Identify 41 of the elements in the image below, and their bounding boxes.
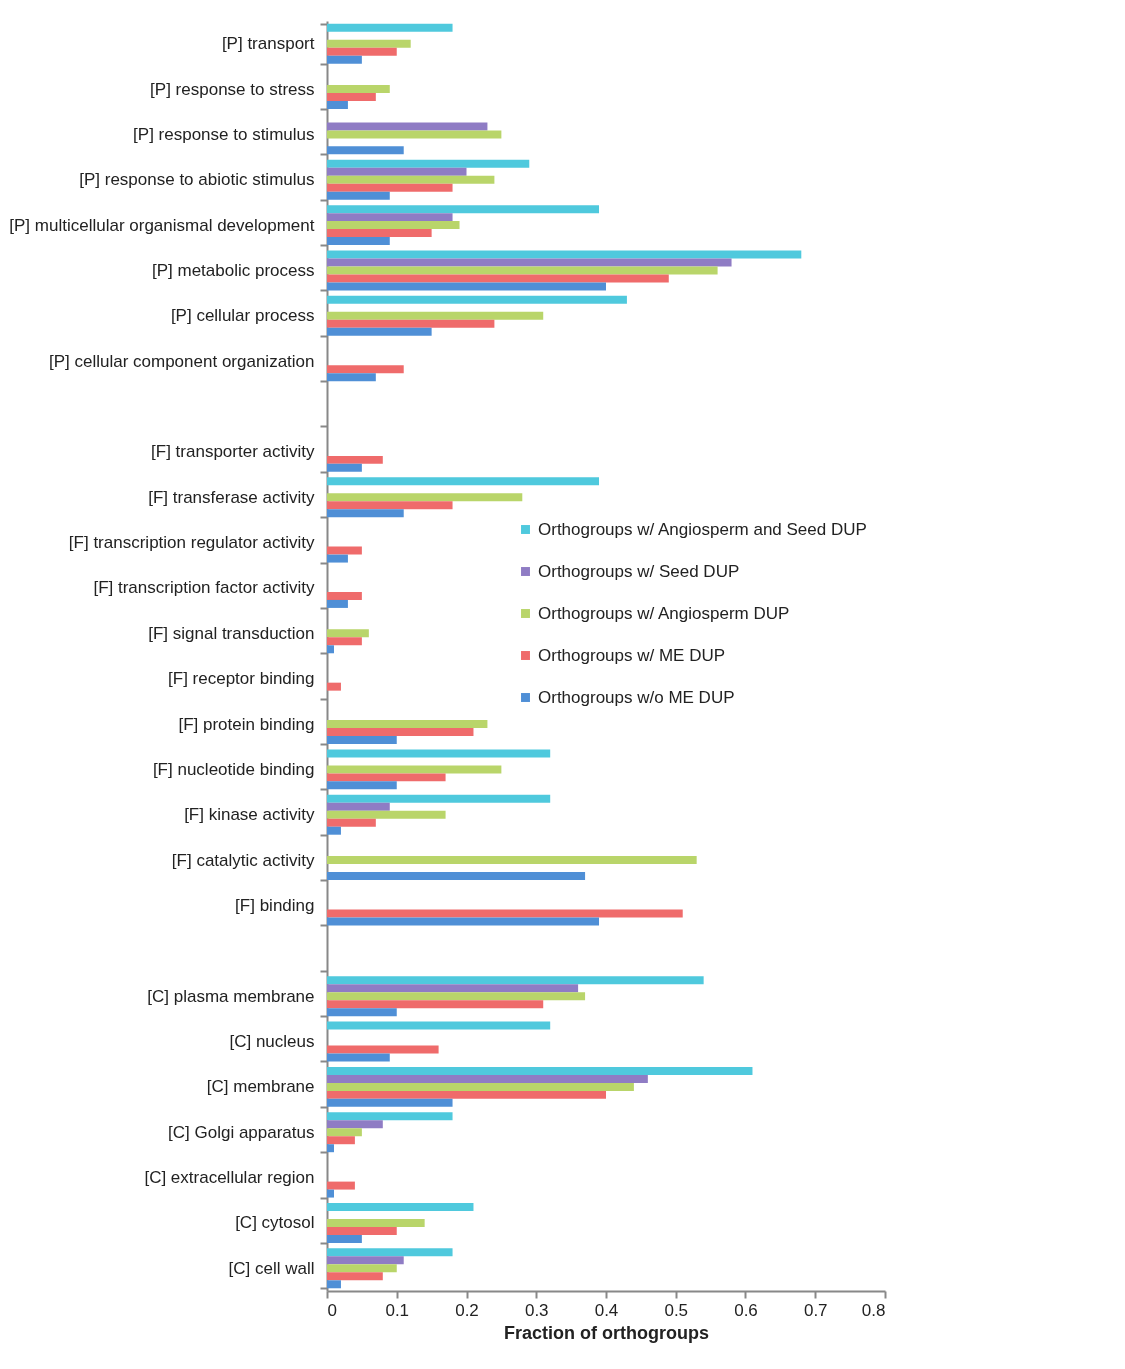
y-tick-label: [C] cytosol	[235, 1213, 315, 1233]
y-tick-label: [F] protein binding	[178, 714, 315, 734]
x-tick-label: 0.3	[524, 1300, 549, 1320]
y-tick-label: [P] response to abiotic stimulus	[79, 170, 315, 190]
y-tick-label: [P] metabolic process	[151, 260, 315, 280]
y-tick-label: [F] kinase activity	[184, 805, 315, 825]
legend-label: Orthogroups w/ Angiosperm DUP	[538, 603, 790, 623]
legend-label: Orthogroups w/ Seed DUP	[538, 561, 740, 581]
y-tick-label: [P] response to stress	[150, 79, 315, 99]
y-tick-label: [P] response to stimulus	[133, 124, 315, 144]
y-tick-label: [C] plasma membrane	[147, 986, 315, 1006]
x-tick-label: 0.7	[803, 1300, 828, 1320]
y-tick-label: [C] nucleus	[229, 1032, 315, 1052]
y-tick-label: [F] signal transduction	[148, 623, 315, 643]
x-tick-label: 0.5	[664, 1300, 689, 1320]
y-tick-label: [P] cellular component organization	[48, 351, 315, 371]
y-tick-label: [F] receptor binding	[168, 669, 315, 689]
x-tick-label: 0.2	[455, 1300, 479, 1320]
y-tick-label: [C] Golgi apparatus	[168, 1122, 315, 1142]
y-tick-label: [F] transporter activity	[151, 442, 315, 462]
y-tick-label: [F] nucleotide binding	[152, 759, 315, 779]
x-tick-label: 0.1	[385, 1300, 410, 1320]
y-tick-label: [P] multicellular organismal development	[9, 215, 315, 235]
y-tick-label: [F] transcription factor activity	[93, 578, 315, 598]
legend-label: Orthogroups w/ ME DUP	[538, 645, 726, 665]
legend-label: Orthogroups w/ Angiosperm and Seed DUP	[538, 519, 867, 539]
x-tick-label: 0.4	[594, 1300, 619, 1320]
y-tick-label: [F] transferase activity	[148, 487, 315, 507]
y-tick-label: [C] extracellular region	[144, 1168, 315, 1188]
y-tick-label: [C] membrane	[206, 1077, 315, 1097]
x-tick-label: 0	[327, 1300, 337, 1320]
x-tick-label: 0.6	[734, 1300, 758, 1320]
y-tick-label: [F] transcription regulator activity	[68, 533, 315, 553]
x-axis-title: Fraction of orthogroups	[504, 1322, 709, 1343]
y-tick-label: [F] binding	[235, 895, 315, 915]
y-tick-label: [P] transport	[221, 34, 315, 54]
y-tick-label: [P] cellular process	[170, 306, 315, 326]
y-tick-label: [F] catalytic activity	[171, 850, 315, 870]
y-tick-label: [C] cell wall	[228, 1258, 315, 1278]
legend-label: Orthogroups w/o ME DUP	[538, 687, 735, 707]
x-tick-label: 0.8	[861, 1300, 886, 1320]
